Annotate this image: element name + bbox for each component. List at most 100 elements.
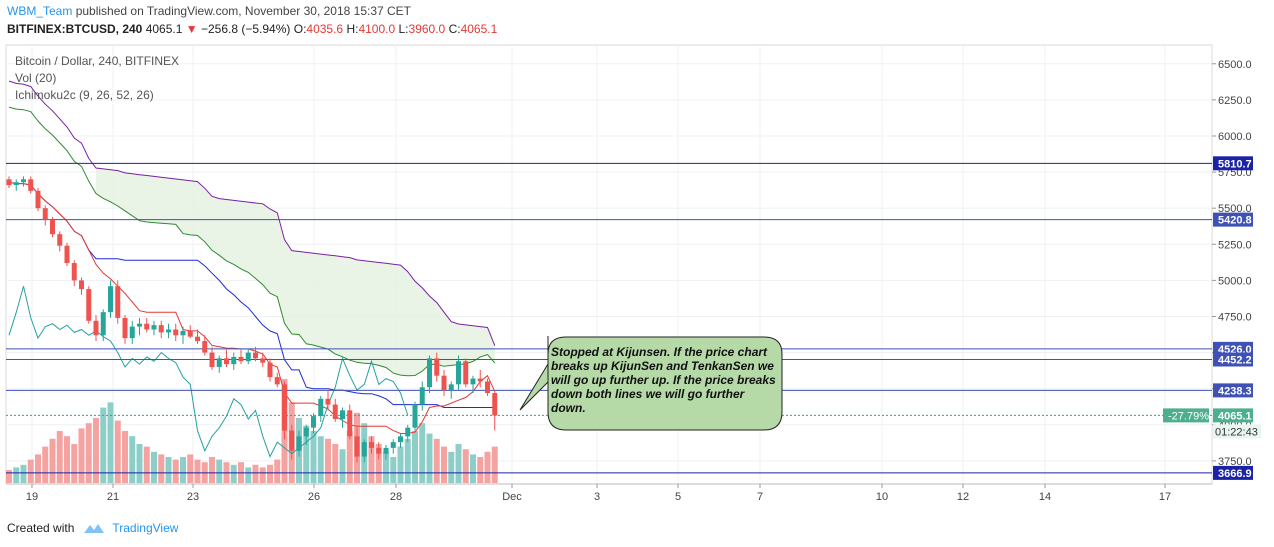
price-tick-label: 5250.0 xyxy=(1218,239,1252,251)
candle-body xyxy=(224,358,229,365)
time-tick-label: 28 xyxy=(390,491,402,503)
price-tick-label: 6000.0 xyxy=(1218,131,1252,143)
candle-body xyxy=(376,447,382,454)
candle-body xyxy=(238,356,244,362)
candle-body xyxy=(427,358,432,388)
volume-bar xyxy=(346,431,353,483)
volume-bar xyxy=(419,423,426,483)
volume-bar xyxy=(390,457,397,483)
current-price-label: 4065.1 xyxy=(1218,410,1252,422)
percent-change-label: -27.79% xyxy=(1168,410,1209,422)
volume-bar xyxy=(455,444,462,483)
candle-body xyxy=(405,427,411,437)
candle-body xyxy=(122,317,128,339)
candle-body xyxy=(311,416,316,428)
price-change: −256.8 (−5.94%) xyxy=(200,22,291,36)
low-value: 3960.0 xyxy=(408,22,446,36)
high-label: H: xyxy=(346,22,359,36)
tradingview-brand[interactable]: TradingView xyxy=(112,521,179,535)
time-tick-label: 26 xyxy=(308,491,320,503)
candle-body xyxy=(463,361,469,385)
callout-bubble xyxy=(519,336,783,431)
candle-body xyxy=(369,442,374,448)
candle-body xyxy=(100,312,106,336)
candle-body xyxy=(354,436,360,457)
candle-body xyxy=(419,387,425,405)
time-tick-label: 3 xyxy=(594,491,600,503)
time-tick-label: 7 xyxy=(757,491,763,503)
senkou-span-a-line xyxy=(8,106,496,377)
candle-body xyxy=(303,427,309,437)
candle-body xyxy=(477,378,483,382)
volume-bar xyxy=(448,451,455,483)
countdown-label: 01:22:43 xyxy=(1215,426,1258,438)
candle-body xyxy=(166,329,171,333)
volume-bar xyxy=(20,464,27,483)
candle-body xyxy=(187,330,193,337)
level-price-tag xyxy=(1213,341,1253,356)
candle-body xyxy=(383,447,389,454)
candle-body xyxy=(253,352,258,359)
volume-bar xyxy=(13,467,20,483)
annotation-callout[interactable]: Stopped at Kijunsen. If the price chart … xyxy=(551,345,776,415)
candle-body xyxy=(470,378,476,385)
low-label: L: xyxy=(398,22,409,36)
footer: Created with TradingView xyxy=(7,521,178,535)
candle-body xyxy=(173,329,179,336)
legend-ichimoku: Ichimoku2c (9, 26, 52, 26) xyxy=(15,88,154,102)
volume-bar xyxy=(42,446,49,483)
volume-bar xyxy=(6,470,12,483)
candle-body xyxy=(108,286,113,313)
time-tick-label: 5 xyxy=(675,491,681,503)
volume-bar xyxy=(71,444,78,483)
candle-body xyxy=(21,179,26,183)
candle-body xyxy=(50,219,55,235)
time-tick-label: Dec xyxy=(502,491,522,503)
volume-bar xyxy=(383,451,389,483)
level-price-tag xyxy=(1213,352,1253,367)
tenkan-sen-line xyxy=(8,181,496,434)
level-price-label: 5810.7 xyxy=(1218,158,1252,170)
volume-bar xyxy=(303,425,310,483)
created-with-label: Created with xyxy=(7,521,75,535)
author-link[interactable]: WBM_Team xyxy=(7,4,73,18)
price-chart[interactable]: 6500.06250.06000.05750.05500.05250.05000… xyxy=(0,44,1274,514)
volume-bar xyxy=(187,454,194,483)
volume-bar xyxy=(462,449,469,483)
candle-body xyxy=(115,286,121,318)
level-price-label: 5420.8 xyxy=(1218,215,1252,227)
volume-bar xyxy=(129,436,136,483)
volume-bar xyxy=(114,420,121,483)
level-price-label: 4238.3 xyxy=(1218,385,1252,397)
volume-bar xyxy=(27,459,34,483)
time-tick-label: 21 xyxy=(107,491,119,503)
candle-body xyxy=(6,179,12,186)
time-tick-label: 10 xyxy=(876,491,888,503)
candle-body xyxy=(448,384,454,391)
candle-body xyxy=(441,375,447,391)
volume-bar xyxy=(136,444,143,483)
open-value: 4035.6 xyxy=(306,22,344,36)
chikou-span-line xyxy=(8,286,409,458)
close-label: C: xyxy=(448,22,461,36)
candle-body xyxy=(231,356,237,365)
candle-body xyxy=(71,263,77,281)
candle-body xyxy=(42,208,48,220)
candle-body xyxy=(245,352,251,362)
price-tick-label: 5500.0 xyxy=(1218,203,1252,215)
candle-body xyxy=(64,245,70,264)
candle-body xyxy=(456,361,461,385)
time-tick-label: 23 xyxy=(187,491,199,503)
candle-body xyxy=(180,330,186,336)
volume-bar xyxy=(274,459,281,483)
volume-bar xyxy=(49,438,56,483)
volume-bar xyxy=(165,457,172,483)
candle-body xyxy=(93,320,99,336)
level-price-label: 4452.2 xyxy=(1218,354,1252,366)
volume-bar xyxy=(412,431,418,483)
volume-bar xyxy=(477,457,484,483)
volume-bar xyxy=(100,407,107,483)
volume-bar xyxy=(368,436,375,483)
volume-bar xyxy=(245,467,252,483)
candle-body xyxy=(485,381,490,394)
